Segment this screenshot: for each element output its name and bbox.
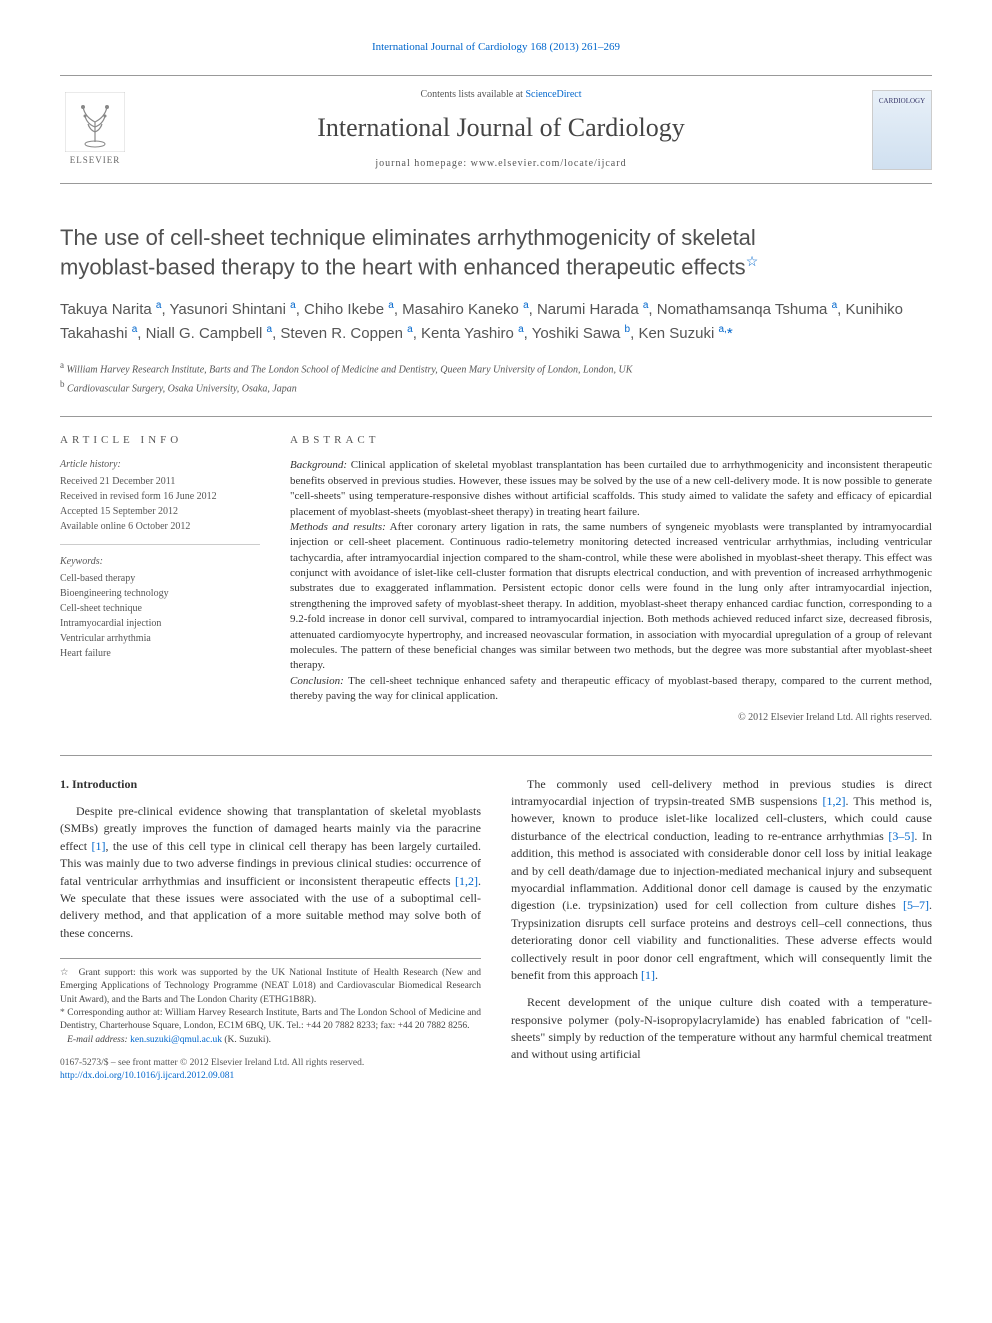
affiliations: a William Harvey Research Institute, Bar… bbox=[60, 359, 932, 396]
top-citation: International Journal of Cardiology 168 … bbox=[60, 40, 932, 55]
abstract-heading: ABSTRACT bbox=[290, 433, 932, 448]
elsevier-tree-icon bbox=[65, 92, 125, 152]
title-line2: myoblast-based therapy to the heart with… bbox=[60, 255, 746, 280]
abstract-copyright: © 2012 Elsevier Ireland Ltd. All rights … bbox=[290, 711, 932, 725]
sciencedirect-link[interactable]: ScienceDirect bbox=[525, 89, 581, 100]
grant-footnote: ☆ Grant support: this work was supported… bbox=[60, 967, 481, 1007]
keyword-item: Heart failure bbox=[60, 646, 260, 661]
intro-para-3: Recent development of the unique culture… bbox=[511, 994, 932, 1064]
ref-link[interactable]: [3–5] bbox=[888, 829, 914, 843]
doi-link[interactable]: http://dx.doi.org/10.1016/j.ijcard.2012.… bbox=[60, 1071, 234, 1081]
journal-cover-thumbnail: CARDIOLOGY bbox=[872, 90, 932, 170]
affiliation-a-text: William Harvey Research Institute, Barts… bbox=[67, 365, 633, 376]
keywords-block: Keywords: Cell-based therapyBioengineeri… bbox=[60, 555, 260, 661]
conclusion-label: Conclusion: bbox=[290, 675, 344, 687]
body-col-right: The commonly used cell-delivery method i… bbox=[511, 776, 932, 1084]
corresponding-footnote: * Corresponding author at: William Harve… bbox=[60, 1007, 481, 1034]
email-footnote: E-mail address: ken.suzuki@qmul.ac.uk (K… bbox=[60, 1034, 481, 1047]
accepted-date: Accepted 15 September 2012 bbox=[60, 504, 260, 519]
author-list: Takuya Narita a, Yasunori Shintani a, Ch… bbox=[60, 298, 932, 345]
intro-para-2: The commonly used cell-delivery method i… bbox=[511, 776, 932, 985]
conclusion-text: The cell-sheet technique enhanced safety… bbox=[290, 675, 932, 702]
email-suffix: (K. Suzuki). bbox=[224, 1035, 271, 1045]
keyword-item: Intramyocardial injection bbox=[60, 616, 260, 631]
ref-link[interactable]: [1,2] bbox=[455, 874, 478, 888]
info-abstract-row: ARTICLE INFO Article history: Received 2… bbox=[60, 416, 932, 725]
abstract-column: ABSTRACT Background: Clinical applicatio… bbox=[290, 433, 932, 725]
methods-text: After coronary artery ligation in rats, … bbox=[290, 521, 932, 672]
article-history-block: Article history: Received 21 December 20… bbox=[60, 458, 260, 545]
history-label: Article history: bbox=[60, 458, 260, 472]
keywords-label: Keywords: bbox=[60, 555, 260, 569]
ref-link[interactable]: [1,2] bbox=[822, 794, 845, 808]
abstract-text: Background: Clinical application of skel… bbox=[290, 458, 932, 704]
header-center: Contents lists available at ScienceDirec… bbox=[150, 88, 852, 170]
article-title: The use of cell-sheet technique eliminat… bbox=[60, 224, 932, 283]
revised-date: Received in revised form 16 June 2012 bbox=[60, 489, 260, 504]
journal-header: ELSEVIER Contents lists available at Sci… bbox=[60, 75, 932, 183]
keyword-item: Bioengineering technology bbox=[60, 586, 260, 601]
affiliation-b: b Cardiovascular Surgery, Osaka Universi… bbox=[60, 378, 932, 396]
affiliation-b-text: Cardiovascular Surgery, Osaka University… bbox=[67, 383, 297, 394]
article-info-sidebar: ARTICLE INFO Article history: Received 2… bbox=[60, 433, 260, 725]
email-link[interactable]: ken.suzuki@qmul.ac.uk bbox=[130, 1035, 222, 1045]
keyword-item: Cell-sheet technique bbox=[60, 601, 260, 616]
received-date: Received 21 December 2011 bbox=[60, 474, 260, 489]
elsevier-logo: ELSEVIER bbox=[60, 90, 130, 170]
intro-para-1: Despite pre-clinical evidence showing th… bbox=[60, 803, 481, 942]
affiliation-a: a William Harvey Research Institute, Bar… bbox=[60, 359, 932, 377]
issn-line: 0167-5273/$ – see front matter © 2012 El… bbox=[60, 1057, 481, 1070]
top-citation-link[interactable]: International Journal of Cardiology 168 … bbox=[372, 41, 620, 53]
journal-homepage: journal homepage: www.elsevier.com/locat… bbox=[150, 157, 852, 171]
contents-line: Contents lists available at ScienceDirec… bbox=[150, 88, 852, 102]
email-label: E-mail address: bbox=[67, 1035, 128, 1045]
elsevier-label: ELSEVIER bbox=[70, 154, 121, 167]
title-footnote-star-icon: ☆ bbox=[746, 253, 759, 269]
article-info-heading: ARTICLE INFO bbox=[60, 433, 260, 448]
cover-text: CARDIOLOGY bbox=[879, 97, 925, 107]
corresponding-text: Corresponding author at: William Harvey … bbox=[60, 1008, 481, 1031]
journal-name: International Journal of Cardiology bbox=[150, 110, 852, 146]
title-line1: The use of cell-sheet technique eliminat… bbox=[60, 225, 756, 250]
background-text: Clinical application of skeletal myoblas… bbox=[290, 459, 932, 517]
online-date: Available online 6 October 2012 bbox=[60, 519, 260, 534]
keyword-item: Cell-based therapy bbox=[60, 571, 260, 586]
body-columns: 1. Introduction Despite pre-clinical evi… bbox=[60, 755, 932, 1084]
background-label: Background: bbox=[290, 459, 347, 471]
section-1-heading: 1. Introduction bbox=[60, 776, 481, 793]
body-col-left: 1. Introduction Despite pre-clinical evi… bbox=[60, 776, 481, 1084]
methods-label: Methods and results: bbox=[290, 521, 386, 533]
ref-link[interactable]: [1] bbox=[641, 968, 655, 982]
ref-link[interactable]: [1] bbox=[92, 839, 106, 853]
contents-prefix: Contents lists available at bbox=[420, 89, 525, 100]
grant-text: Grant support: this work was supported b… bbox=[60, 968, 481, 1005]
footer-meta: 0167-5273/$ – see front matter © 2012 El… bbox=[60, 1057, 481, 1084]
footnotes: ☆ Grant support: this work was supported… bbox=[60, 958, 481, 1047]
ref-link[interactable]: [5–7] bbox=[903, 898, 929, 912]
keyword-item: Ventricular arrhythmia bbox=[60, 631, 260, 646]
